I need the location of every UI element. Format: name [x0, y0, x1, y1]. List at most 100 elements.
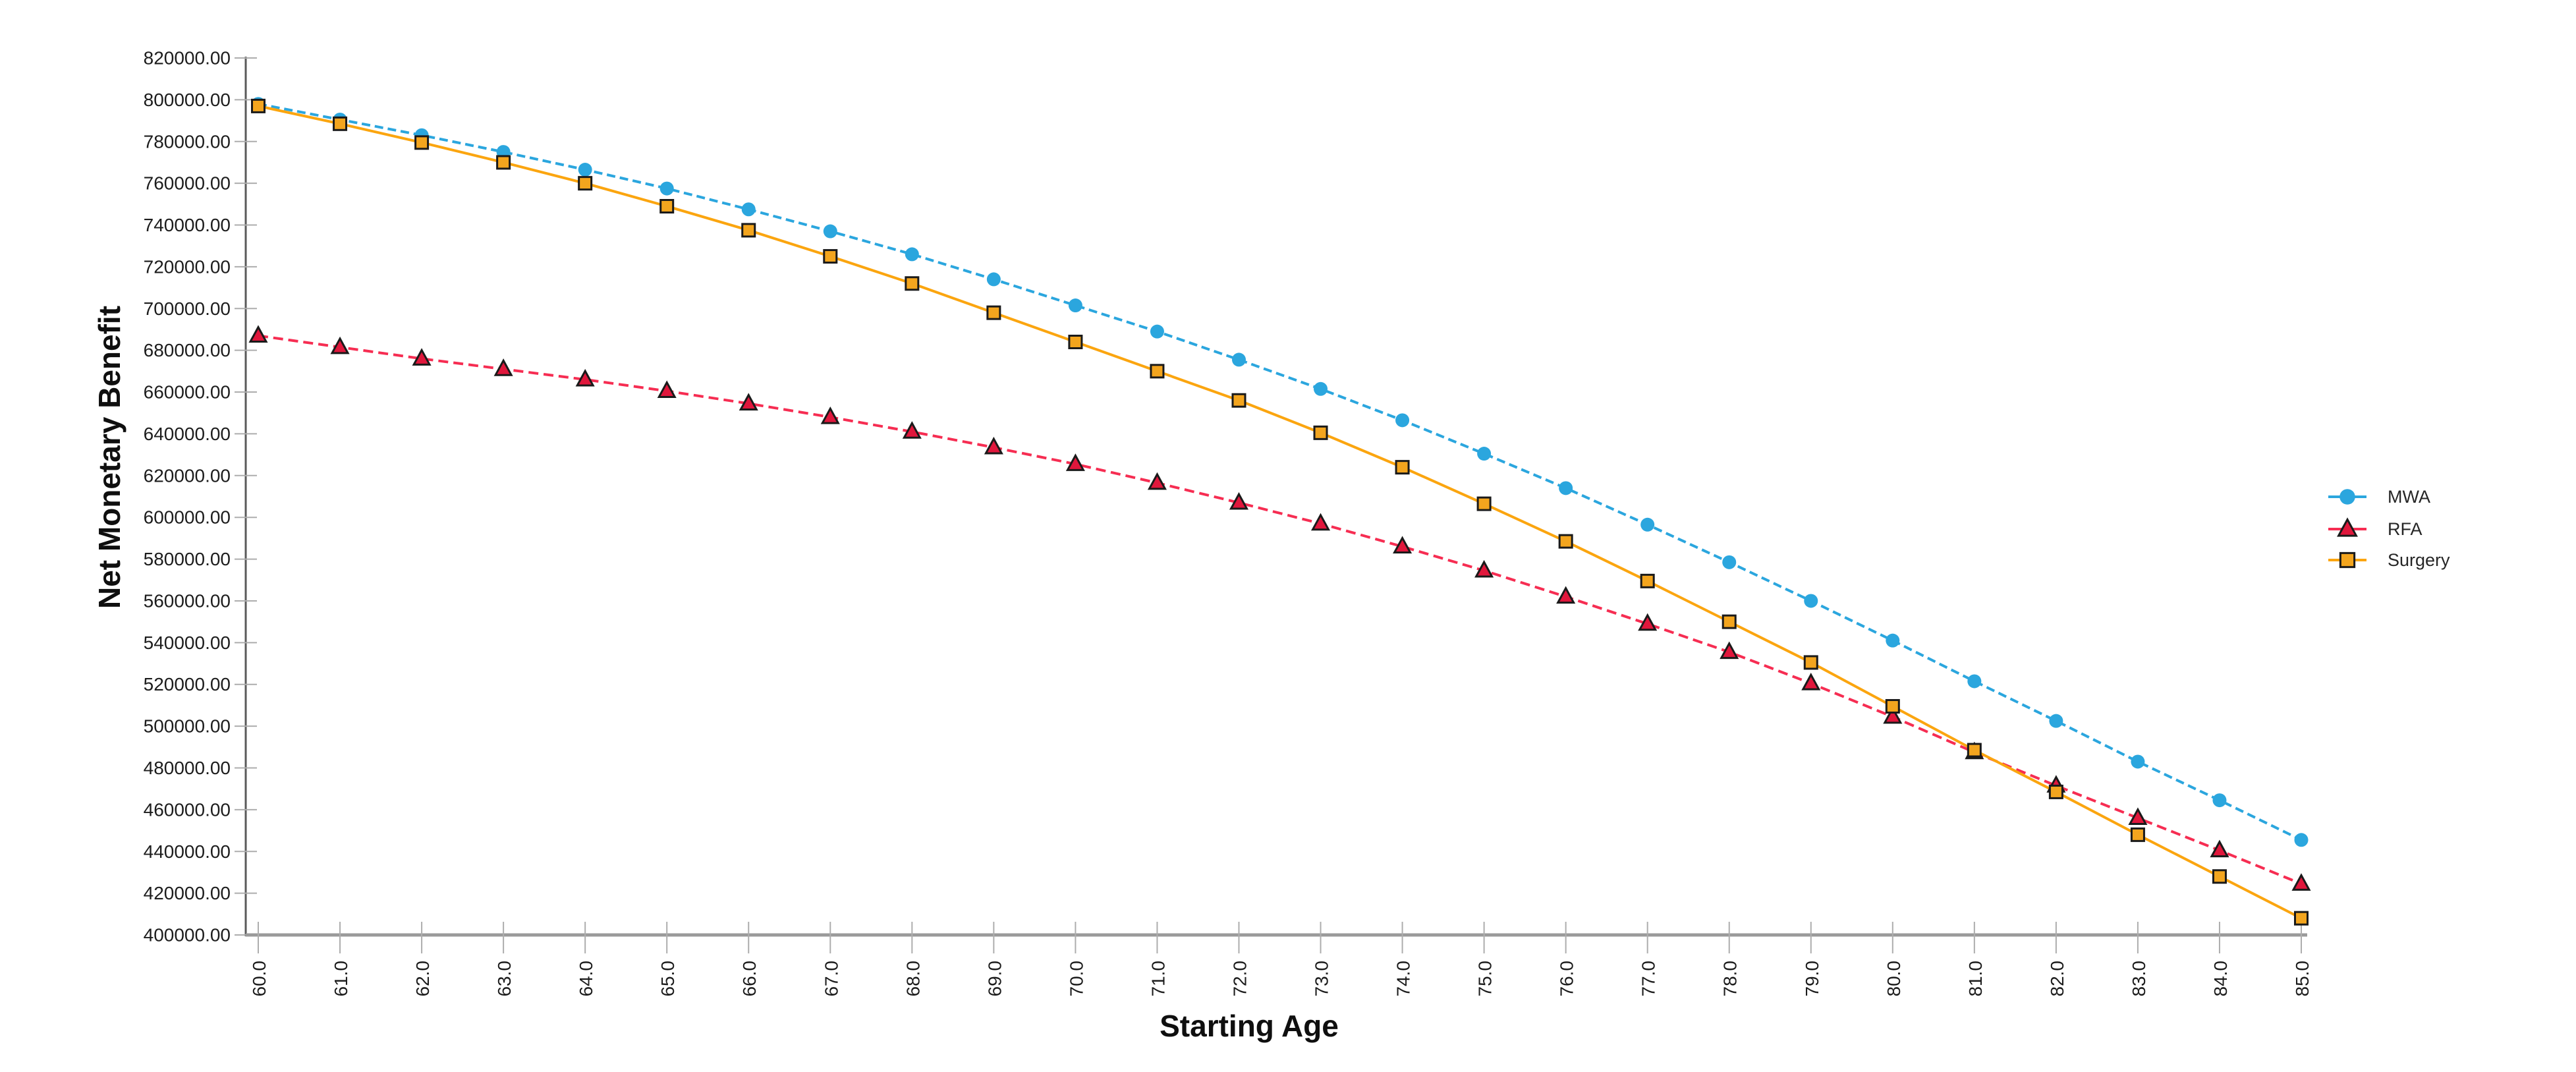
data-point-RFA-77: [1638, 613, 1658, 631]
y-tick-label: 720000.00: [144, 256, 231, 277]
data-point-Surgery-74: [1395, 460, 1410, 475]
y-tick-label: 760000.00: [144, 173, 231, 194]
y-tick-label: 500000.00: [144, 716, 231, 737]
y-tick-label: 440000.00: [144, 841, 231, 862]
data-point-RFA-70: [1065, 453, 1085, 471]
data-point-Surgery-79: [1803, 655, 1818, 670]
y-tick-label: 700000.00: [144, 298, 231, 319]
data-point-Surgery-84: [2212, 869, 2227, 884]
x-tick-label: 84.0: [2210, 961, 2231, 997]
data-point-MWA-65: [659, 181, 674, 196]
y-tick-label: 600000.00: [144, 507, 231, 528]
legend-item-Surgery: Surgery: [2328, 550, 2450, 570]
legend-label-Surgery: Surgery: [2388, 550, 2450, 570]
data-point-RFA-63: [493, 358, 513, 376]
data-point-MWA-71: [1150, 324, 1164, 339]
series-layer: [248, 97, 2311, 926]
data-point-Surgery-75: [1476, 496, 1492, 511]
data-point-RFA-83: [2128, 807, 2148, 826]
y-tick-label: 560000.00: [144, 590, 231, 611]
legend-item-RFA: RFA: [2328, 517, 2422, 539]
x-tick-label: 61.0: [331, 961, 351, 997]
data-point-RFA-66: [739, 393, 758, 410]
data-point-RFA-75: [1474, 559, 1494, 578]
data-point-RFA-78: [1720, 641, 1739, 660]
x-tick-label: 72.0: [1229, 961, 1250, 997]
data-point-MWA-77: [1640, 517, 1655, 532]
data-point-Surgery-61: [333, 116, 348, 131]
x-tick-label: 82.0: [2047, 961, 2067, 997]
data-point-RFA-80: [1883, 706, 1903, 724]
data-point-Surgery-69: [986, 305, 1001, 320]
data-point-Surgery-67: [823, 249, 838, 264]
data-point-Surgery-83: [2130, 827, 2145, 842]
data-point-Surgery-63: [496, 155, 511, 170]
y-tick-label: 780000.00: [144, 131, 231, 152]
data-point-MWA-85: [2294, 833, 2309, 847]
legend-label-RFA: RFA: [2388, 519, 2422, 539]
data-point-MWA-70: [1068, 298, 1082, 313]
data-point-RFA-62: [412, 348, 432, 366]
data-point-RFA-64: [575, 368, 595, 387]
data-point-Surgery-73: [1313, 425, 1328, 440]
data-point-Surgery-76: [1558, 534, 1573, 549]
data-point-RFA-73: [1310, 513, 1331, 531]
x-tick-label: 85.0: [2292, 961, 2312, 997]
x-tick-label: 63.0: [494, 961, 515, 997]
x-tick-label: 79.0: [1802, 961, 1822, 997]
data-point-MWA-79: [1804, 594, 1818, 608]
data-point-Surgery-80: [1885, 698, 1900, 714]
x-tick-label: 60.0: [249, 961, 269, 997]
data-point-MWA-80: [1886, 633, 1900, 648]
data-point-MWA-68: [905, 247, 919, 262]
axes-layer: 400000.00 420000.00 440000.00 460000.00 4800…: [144, 48, 2312, 997]
data-point-Surgery-81: [1967, 743, 1982, 758]
data-point-Surgery-65: [659, 199, 675, 214]
data-point-MWA-66: [741, 202, 756, 217]
data-point-RFA-65: [657, 380, 677, 398]
data-point-MWA-76: [1559, 481, 1573, 495]
y-tick-label: 740000.00: [144, 215, 231, 235]
data-point-MWA-78: [1722, 555, 1737, 569]
y-tick-label: 520000.00: [144, 674, 231, 694]
y-tick-label: 800000.00: [144, 90, 231, 110]
data-point-Surgery-68: [905, 276, 920, 291]
series-line-MWA: [258, 102, 2302, 841]
x-tick-label: 70.0: [1066, 961, 1086, 997]
y-tick-label: 680000.00: [144, 340, 231, 360]
x-tick-label: 69.0: [984, 961, 1005, 997]
data-point-Surgery-78: [1722, 614, 1737, 629]
y-tick-label: 640000.00: [144, 424, 231, 444]
data-point-Surgery-64: [578, 176, 593, 191]
x-tick-label: 68.0: [903, 961, 923, 997]
data-point-Surgery-85: [2294, 911, 2309, 926]
y-axis-title: Net Monetary Benefit: [92, 306, 126, 609]
data-point-MWA-81: [1967, 674, 1982, 689]
legend-marker-Surgery: [2339, 551, 2356, 569]
y-tick-label: 480000.00: [144, 758, 231, 778]
data-point-RFA-71: [1147, 472, 1167, 490]
data-point-RFA-69: [984, 436, 1003, 455]
series-line-Surgery: [258, 104, 2302, 920]
data-point-RFA-79: [1801, 672, 1821, 691]
legend-marker-RFA: [2337, 517, 2358, 537]
data-point-Surgery-77: [1640, 573, 1655, 588]
x-tick-label: 77.0: [1638, 961, 1659, 997]
data-point-Surgery-71: [1150, 364, 1165, 379]
x-tick-label: 78.0: [1720, 961, 1741, 997]
x-tick-label: 73.0: [1312, 961, 1332, 997]
data-point-MWA-83: [2131, 754, 2145, 769]
data-point-Surgery-72: [1231, 393, 1246, 408]
data-point-MWA-73: [1314, 381, 1328, 396]
x-tick-label: 65.0: [658, 961, 678, 997]
x-tick-label: 76.0: [1557, 961, 1577, 997]
y-tick-label: 420000.00: [144, 883, 231, 903]
x-tick-label: 74.0: [1393, 961, 1414, 997]
x-tick-label: 67.0: [821, 961, 841, 997]
y-tick-label: 540000.00: [144, 633, 231, 653]
data-point-RFA-84: [2210, 839, 2229, 858]
data-point-MWA-84: [2212, 793, 2227, 808]
legend-marker-MWA: [2339, 489, 2355, 505]
data-point-RFA-74: [1393, 536, 1413, 554]
